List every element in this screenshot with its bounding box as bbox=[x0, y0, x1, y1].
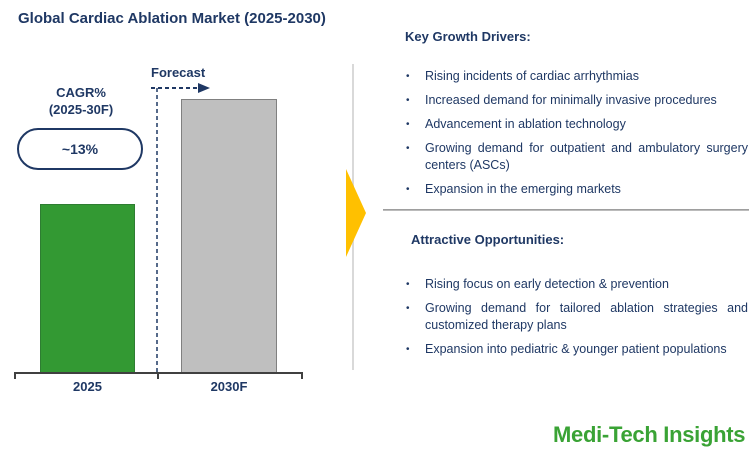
forecast-label: Forecast bbox=[151, 65, 206, 80]
bullet-icon: • bbox=[406, 184, 410, 195]
bullet-icon: • bbox=[406, 344, 410, 355]
cagr-value: ~13% bbox=[61, 141, 99, 157]
forecast-divider-dashed-line bbox=[156, 88, 158, 373]
list-item: • Increased demand for minimally invasive… bbox=[403, 92, 748, 109]
list-item: • Rising focus on early detection & preve… bbox=[403, 276, 748, 293]
list-item: • Growing demand for outpatient and ambul… bbox=[403, 140, 748, 174]
list-item-text: Growing demand for tailored ablation str… bbox=[425, 301, 748, 332]
right-arrow-icon bbox=[346, 169, 366, 257]
cagr-label-line2: (2025-30F) bbox=[48, 102, 114, 117]
x-axis-label-2025: 2025 bbox=[73, 379, 102, 394]
forecast-arrow-icon bbox=[151, 83, 210, 93]
page-title: Global Cardiac Ablation Market (2025-203… bbox=[18, 10, 326, 27]
cagr-label: CAGR% (2025-30F) bbox=[10, 84, 152, 118]
cagr-label-line1: CAGR% bbox=[56, 85, 106, 100]
x-axis-tick bbox=[14, 372, 16, 379]
bullet-icon: • bbox=[406, 119, 410, 130]
opportunities-list: • Rising focus on early detection & preve… bbox=[403, 276, 748, 365]
drivers-list: • Rising incidents of cardiac arrhythmias… bbox=[403, 68, 748, 205]
x-axis-tick bbox=[157, 372, 159, 379]
medi-tech-insights-logo: Medi-Tech Insights bbox=[553, 422, 746, 447]
bullet-icon: • bbox=[406, 143, 410, 154]
bullet-icon: • bbox=[406, 303, 410, 314]
x-axis-tick bbox=[301, 372, 303, 379]
section-divider-line bbox=[383, 209, 749, 211]
list-item-text: Growing demand for outpatient and ambula… bbox=[425, 141, 748, 172]
list-item-text: Expansion into pediatric & younger patie… bbox=[425, 342, 727, 356]
list-item-text: Expansion in the emerging markets bbox=[425, 182, 621, 196]
list-item-text: Rising focus on early detection & preven… bbox=[425, 277, 669, 291]
cagr-value-badge: ~13% bbox=[17, 128, 143, 170]
list-item: • Expansion into pediatric & younger pati… bbox=[403, 341, 748, 358]
bullet-icon: • bbox=[406, 279, 410, 290]
list-item: • Expansion in the emerging markets bbox=[403, 181, 748, 198]
list-item-text: Advancement in ablation technology bbox=[425, 117, 626, 131]
opportunities-heading: Attractive Opportunities: bbox=[411, 232, 565, 247]
list-item-text: Rising incidents of cardiac arrhythmias bbox=[425, 69, 639, 83]
bar-2030f bbox=[181, 99, 277, 373]
list-item: • Advancement in ablation technology bbox=[403, 116, 748, 133]
list-item: • Rising incidents of cardiac arrhythmias bbox=[403, 68, 748, 85]
bar-2025 bbox=[40, 204, 135, 373]
list-item-text: Increased demand for minimally invasive … bbox=[425, 93, 717, 107]
x-axis-label-2030f: 2030F bbox=[210, 379, 248, 394]
bullet-icon: • bbox=[406, 95, 410, 106]
drivers-heading: Key Growth Drivers: bbox=[405, 29, 531, 44]
list-item: • Growing demand for tailored ablation st… bbox=[403, 300, 748, 334]
bullet-icon: • bbox=[406, 71, 410, 82]
